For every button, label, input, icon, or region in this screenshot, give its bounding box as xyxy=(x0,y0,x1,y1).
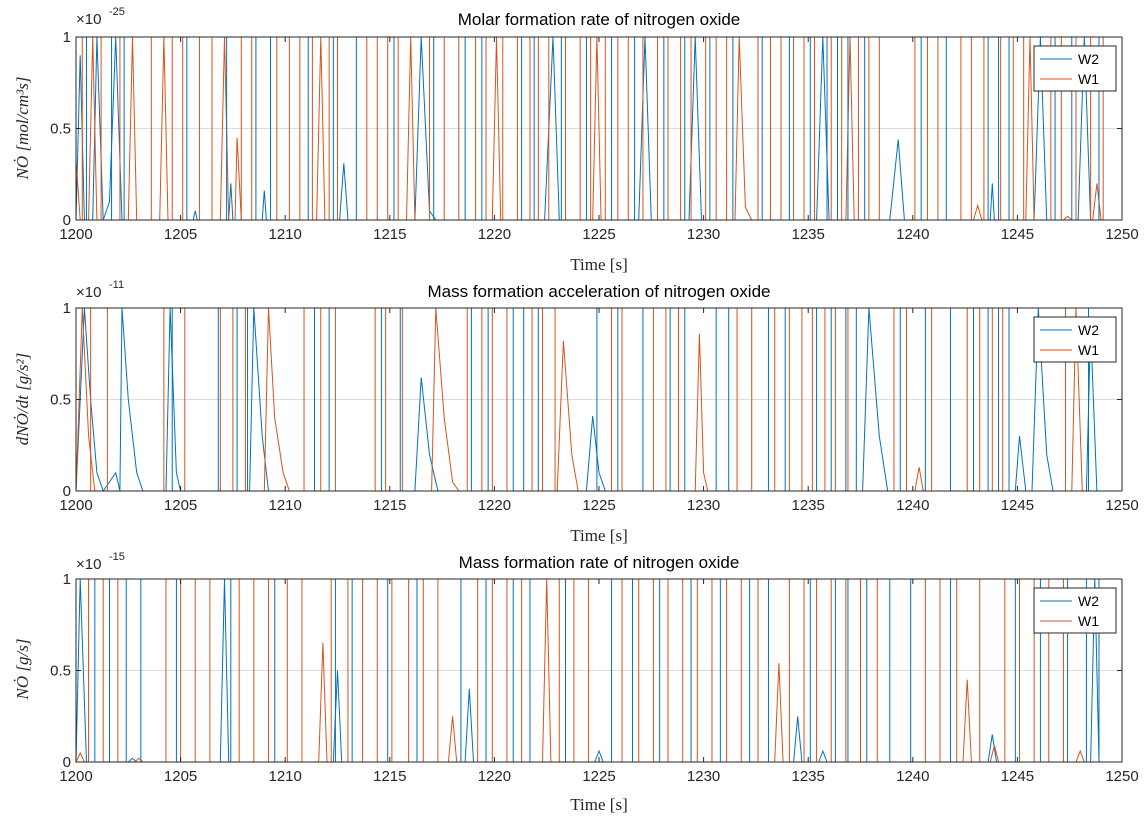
y-tick-label: 0.5 xyxy=(50,663,71,680)
x-tick-label: 1230 xyxy=(687,497,720,514)
x-tick-label: 1240 xyxy=(896,497,929,514)
x-tick-label: 1215 xyxy=(373,226,406,243)
x-tick-label: 1245 xyxy=(1001,226,1034,243)
y-exponent-power: -11 xyxy=(109,279,124,291)
y-tick-label: 1 xyxy=(63,300,71,317)
plot-area: 1200 1205 1210 1215 1220 1225 1230 1235 1240 1245… xyxy=(50,571,1139,785)
x-tick-label: 1205 xyxy=(164,497,197,514)
x-tick-label: 1215 xyxy=(373,768,406,785)
y-exponent-power: -25 xyxy=(109,6,125,18)
x-tick-label: 1235 xyxy=(792,768,825,785)
legend-label-w2: W2 xyxy=(1078,51,1099,67)
subplot-title: Mass formation acceleration of nitrogen … xyxy=(427,282,770,301)
x-tick-label: 1215 xyxy=(373,497,406,514)
x-tick-label: 1225 xyxy=(582,497,615,514)
legend-box xyxy=(1033,587,1117,634)
legend-box xyxy=(1033,316,1117,363)
y-tick-label: 0 xyxy=(63,212,71,229)
x-tick-label: 1230 xyxy=(687,768,720,785)
x-tick-label: 1200 xyxy=(59,768,92,785)
x-tick-label: 1200 xyxy=(59,226,92,243)
x-tick-label: 1230 xyxy=(687,226,720,243)
x-tick-label: 1220 xyxy=(478,497,511,514)
legend-label-w1: W1 xyxy=(1078,613,1099,629)
x-tick-label: 1225 xyxy=(582,768,615,785)
x-tick-label: 1205 xyxy=(164,226,197,243)
x-tick-label: 1250 xyxy=(1105,768,1138,785)
y-axis-label: NȮ [g/s] xyxy=(13,639,32,701)
y-tick-label: 1 xyxy=(63,571,71,588)
x-tick-label: 1245 xyxy=(1001,497,1034,514)
x-tick-label: 1240 xyxy=(896,768,929,785)
legend-label-w1: W1 xyxy=(1078,71,1099,87)
y-axis-label: NȮ [mol/cm³s] xyxy=(13,77,32,181)
x-axis-label: Time [s] xyxy=(570,526,627,545)
x-tick-label: 1225 xyxy=(582,226,615,243)
legend-box xyxy=(1033,45,1117,92)
y-exponent-base: ×10 xyxy=(76,556,101,573)
x-tick-label: 1210 xyxy=(269,226,302,243)
x-axis-label: Time [s] xyxy=(570,255,627,274)
y-tick-label: 0 xyxy=(63,754,71,771)
y-tick-label: 0.5 xyxy=(50,121,71,138)
x-tick-label: 1200 xyxy=(59,497,92,514)
x-tick-label: 1240 xyxy=(896,226,929,243)
x-tick-label: 1250 xyxy=(1105,497,1138,514)
subplot-mass-formation-rate: Mass formation rate of nitrogen oxide ×1… xyxy=(13,551,1139,814)
y-tick-label: 0 xyxy=(63,483,71,500)
plot-area: 1200 1205 1210 1215 1220 1225 1230 1235 1240 1245… xyxy=(50,300,1139,514)
x-axis-label: Time [s] xyxy=(570,795,627,814)
x-tick-label: 1250 xyxy=(1105,226,1138,243)
subplot-molar-formation-rate: Molar formation rate of nitrogen oxide ×… xyxy=(13,6,1139,274)
legend-label-w1: W1 xyxy=(1078,342,1099,358)
legend-label-w2: W2 xyxy=(1078,593,1099,609)
x-tick-label: 1210 xyxy=(269,497,302,514)
subplot-title: Molar formation rate of nitrogen oxide xyxy=(458,10,741,29)
x-tick-label: 1210 xyxy=(269,768,302,785)
subplot-title: Mass formation rate of nitrogen oxide xyxy=(459,553,740,572)
subplot-mass-formation-acceleration: Mass formation acceleration of nitrogen … xyxy=(13,279,1139,545)
y-tick-label: 0.5 xyxy=(50,392,71,409)
x-tick-label: 1205 xyxy=(164,768,197,785)
plot-area: 1200 1205 1210 1215 1220 1225 1230 1235 1240 1245… xyxy=(50,29,1139,243)
y-exponent-power: -15 xyxy=(109,551,125,563)
y-exponent-base: ×10 xyxy=(76,11,101,28)
y-exponent-base: ×10 xyxy=(76,284,101,301)
legend-label-w2: W2 xyxy=(1078,322,1099,338)
y-axis-label: dNȮ/dt [g/s²] xyxy=(13,353,32,445)
x-tick-label: 1220 xyxy=(478,226,511,243)
y-tick-label: 1 xyxy=(63,29,71,46)
x-tick-label: 1220 xyxy=(478,768,511,785)
x-tick-label: 1235 xyxy=(792,497,825,514)
x-tick-label: 1245 xyxy=(1001,768,1034,785)
x-tick-label: 1235 xyxy=(792,226,825,243)
